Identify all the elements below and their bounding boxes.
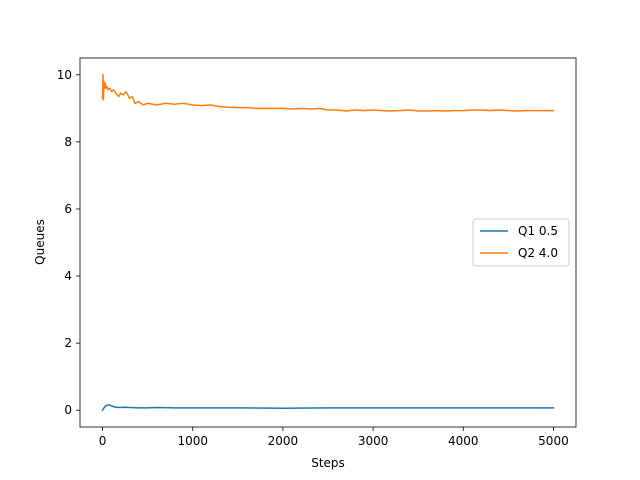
x-tick-label: 3000 xyxy=(358,434,389,448)
x-axis-label: Steps xyxy=(311,456,345,470)
x-tick-label: 0 xyxy=(99,434,107,448)
legend-label-1: Q1 0.5 xyxy=(518,224,558,238)
y-tick-label: 0 xyxy=(64,403,72,417)
x-tick-label: 5000 xyxy=(538,434,569,448)
legend-label-2: Q2 4.0 xyxy=(518,246,558,260)
y-axis-label: Queues xyxy=(33,219,47,265)
series-line-2 xyxy=(101,74,555,112)
y-tick-label: 4 xyxy=(64,269,72,283)
x-tick-label: 1000 xyxy=(177,434,208,448)
plot-frame xyxy=(79,57,577,428)
x-tick-label: 2000 xyxy=(268,434,299,448)
x-axis-ticks: 0 1000 2000 3000 4000 5000 xyxy=(99,427,569,448)
legend-items: Q1 0.5 Q2 4.0 xyxy=(480,224,558,260)
y-tick-label: 6 xyxy=(64,202,72,216)
y-tick-label: 8 xyxy=(64,135,72,149)
axes-layer xyxy=(79,57,577,428)
x-tick-label: 4000 xyxy=(448,434,479,448)
legend: Q1 0.5 Q2 4.0 xyxy=(472,218,570,267)
series-line-1 xyxy=(101,404,555,412)
y-tick-label: 10 xyxy=(57,68,72,82)
series-layer xyxy=(101,74,555,412)
y-axis-ticks: 0 2 4 6 8 10 xyxy=(57,68,80,417)
y-tick-label: 2 xyxy=(64,336,72,350)
